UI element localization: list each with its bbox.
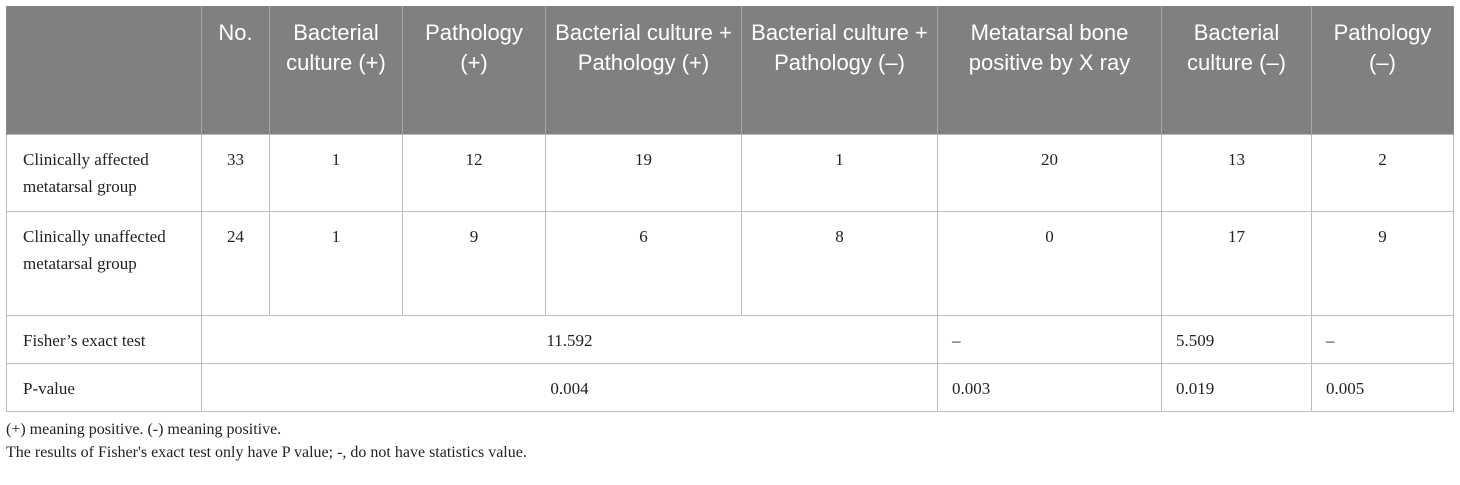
table-cell: 9 [402, 210, 546, 316]
header-bacterial-culture-negative: Bacterial culture (–) [1161, 6, 1312, 134]
table-cell: 24 [201, 210, 270, 316]
table-cell: 8 [741, 210, 938, 316]
footnote-fisher-note: The results of Fisher's exact test only … [6, 443, 527, 461]
table-cell: 6 [545, 210, 742, 316]
header-row: No. Bacterial culture (+) Pathology (+) … [6, 6, 1454, 134]
table-footnotes: (+) meaning positive. (-) meaning positi… [6, 418, 1453, 464]
table-cell: 1 [741, 133, 938, 212]
header-no: No. [201, 6, 270, 134]
table-cell: 19 [545, 133, 742, 212]
table-row-pvalue: P-value 0.004 0.003 0.019 0.005 [6, 362, 1454, 412]
header-culture-pathology-positive: Bacterial culture + Pathology (+) [545, 6, 742, 134]
table-cell: 9 [1311, 210, 1454, 316]
table-cell: 12 [402, 133, 546, 212]
table-cell: 0 [937, 210, 1162, 316]
fisher-combined-value: 11.592 [201, 314, 938, 364]
table-cell: 1 [269, 210, 403, 316]
header-pathology-positive: Pathology (+) [402, 6, 546, 134]
pvalue-xray-value: 0.003 [937, 362, 1162, 412]
row-label-pvalue: P-value [6, 362, 202, 412]
table-cell: 20 [937, 133, 1162, 212]
fisher-xray-value: – [937, 314, 1162, 364]
row-label-affected: Clinically affected metatarsal group [6, 133, 202, 212]
table-cell: 33 [201, 133, 270, 212]
header-xray-positive: Metatarsal bone positive by X ray [937, 6, 1162, 134]
header-culture-pathology-negative: Bacterial culture + Pathology (–) [741, 6, 938, 134]
table-cell: 1 [269, 133, 403, 212]
table-container: No. Bacterial culture (+) Pathology (+) … [6, 6, 1454, 464]
row-label-unaffected: Clinically unaffected metatarsal group [6, 210, 202, 316]
row-label-fisher: Fisher’s exact test [6, 314, 202, 364]
header-empty [6, 6, 202, 134]
table-row-fisher: Fisher’s exact test 11.592 – 5.509 – [6, 314, 1454, 364]
table-row: Clinically unaffected metatarsal group 2… [6, 210, 1454, 316]
pvalue-combined-value: 0.004 [201, 362, 938, 412]
footnote-positive-meaning: (+) meaning positive. (-) meaning positi… [6, 420, 282, 438]
table-cell: 2 [1311, 133, 1454, 212]
fisher-bacterial-negative-value: 5.509 [1161, 314, 1312, 364]
table-cell: 17 [1161, 210, 1312, 316]
header-pathology-negative: Pathology (–) [1311, 6, 1454, 134]
pvalue-pathology-negative-value: 0.005 [1311, 362, 1454, 412]
header-bacterial-culture-positive: Bacterial culture (+) [269, 6, 403, 134]
table-cell: 13 [1161, 133, 1312, 212]
fisher-pathology-negative-value: – [1311, 314, 1454, 364]
pvalue-bacterial-negative-value: 0.019 [1161, 362, 1312, 412]
table-row: Clinically affected metatarsal group 33 … [6, 133, 1454, 212]
results-table: No. Bacterial culture (+) Pathology (+) … [6, 6, 1454, 412]
